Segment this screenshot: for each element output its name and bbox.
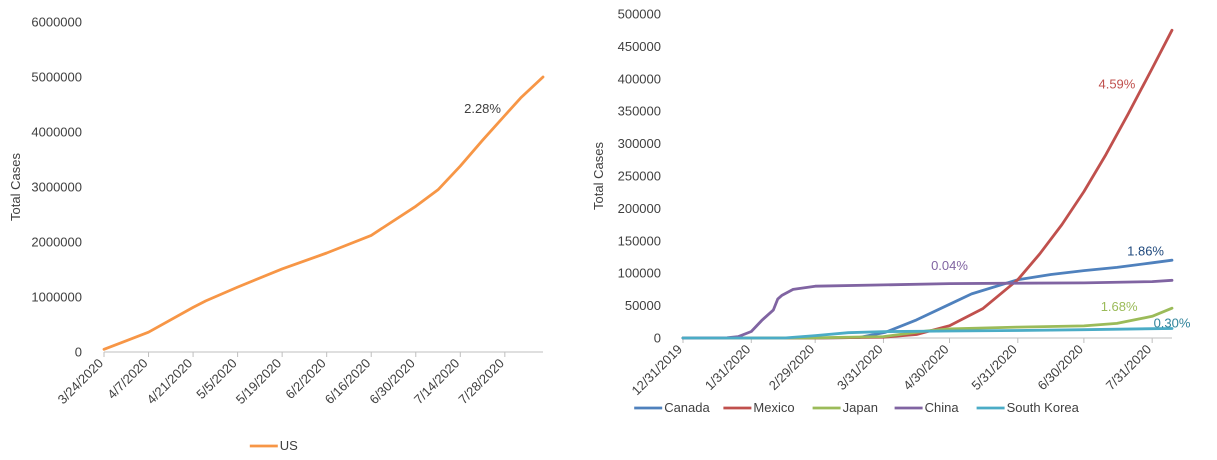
- y-tick-label: 4000000: [31, 125, 82, 140]
- data-annotation: 1.68%: [1101, 299, 1138, 314]
- legend-label: China: [925, 400, 960, 415]
- y-tick-label: 0: [654, 331, 661, 346]
- y-tick-label: 350000: [618, 104, 661, 119]
- y-axis-title: Total Cases: [8, 153, 23, 221]
- y-axis-title: Total Cases: [591, 142, 606, 210]
- x-tick-label: 6/30/2020: [366, 356, 418, 408]
- y-tick-label: 500000: [618, 7, 661, 22]
- y-tick-label: 300000: [618, 136, 661, 151]
- legend-label: Japan: [843, 400, 878, 415]
- x-tick-label: 5/31/2020: [968, 342, 1020, 394]
- x-tick-label: 4/7/2020: [104, 356, 150, 402]
- y-tick-label: 5000000: [31, 70, 82, 85]
- data-annotation: 4.59%: [1098, 77, 1135, 92]
- y-tick-label: 400000: [618, 71, 661, 86]
- y-tick-label: 150000: [618, 233, 661, 248]
- y-tick-label: 200000: [618, 201, 661, 216]
- x-tick-label: 1/31/2020: [702, 342, 754, 394]
- series-line-japan: [681, 306, 1174, 340]
- series-line-south-korea: [681, 327, 1174, 340]
- y-tick-label: 2000000: [31, 235, 82, 250]
- y-tick-label: 450000: [618, 39, 661, 54]
- y-tick-label: 50000: [625, 298, 661, 313]
- data-annotation: 1.86%: [1127, 244, 1164, 259]
- y-tick-label: 100000: [618, 266, 661, 281]
- legend-label: US: [280, 438, 298, 453]
- data-annotation: 2.28%: [464, 101, 501, 116]
- chart-2: 0 50000 100000 150000 200000 250000 300000 3500…: [591, 7, 1191, 416]
- y-tick-label: 250000: [618, 169, 661, 184]
- x-tick-label: 6/2/2020: [282, 356, 328, 402]
- series-line-china: [681, 278, 1174, 340]
- x-tick-label: 5/19/2020: [233, 356, 285, 408]
- x-tick-label: 3/24/2020: [55, 356, 107, 408]
- data-annotation: 0.04%: [931, 258, 968, 273]
- x-tick-label: 4/30/2020: [900, 342, 952, 394]
- legend-label: Canada: [664, 400, 710, 415]
- x-tick-label: 7/14/2020: [411, 356, 463, 408]
- series-line-us: [102, 75, 545, 351]
- y-tick-label: 1000000: [31, 290, 82, 305]
- legend: Canada Mexico Japan China South Korea: [634, 400, 1080, 415]
- legend: US: [249, 438, 298, 453]
- x-tick-label: 3/31/2020: [834, 342, 886, 394]
- x-tick-label: 12/31/2019: [628, 342, 685, 399]
- legend-label: Mexico: [753, 400, 794, 415]
- x-tick-label: 7/31/2020: [1103, 342, 1155, 394]
- x-tick-label: 6/30/2020: [1035, 342, 1087, 394]
- chart-1: 0 1000000 2000000 3000000 4000000 5000000 6000…: [8, 15, 545, 453]
- y-tick-label: 6000000: [31, 15, 82, 30]
- y-tick-label: 3000000: [31, 180, 82, 195]
- x-tick-label: 4/21/2020: [144, 356, 196, 408]
- x-tick-label: 6/16/2020: [322, 356, 374, 408]
- x-tick-label: 7/28/2020: [455, 356, 507, 408]
- x-tick-label: 5/5/2020: [193, 356, 239, 402]
- legend-label: South Korea: [1007, 400, 1080, 415]
- x-tick-label: 2/29/2020: [766, 342, 818, 394]
- data-annotation: 0.30%: [1154, 316, 1191, 331]
- y-tick-label: 0: [75, 345, 82, 360]
